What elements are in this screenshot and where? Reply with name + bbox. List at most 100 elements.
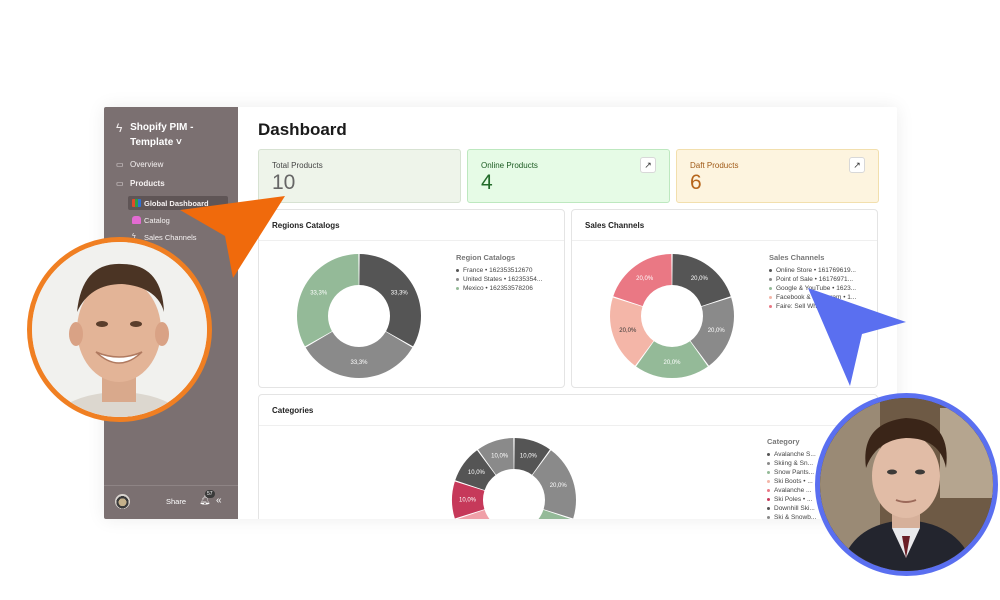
legend-item[interactable]: Skiing & Sn... [767,459,816,468]
donut-slice[interactable] [610,297,654,366]
person-portrait-left [32,242,207,417]
card-divider [572,240,877,241]
donut-slice[interactable] [455,509,495,519]
sidebar-item-catalog[interactable]: Catalog [128,213,228,227]
slice-label: 20,0% [619,328,637,334]
legend-dot [767,507,770,510]
sidebar-item-label: Global Dashboard [144,198,209,208]
slice-label: 20,0% [636,276,654,282]
slice-label: 20,0% [550,483,568,489]
share-button[interactable]: Share [166,497,187,506]
donut-slice[interactable] [452,481,485,519]
legend-item[interactable]: Downhill Ski... [767,504,816,513]
stat-value: 10 [272,171,296,194]
legend-item[interactable]: United States • 16235354... [456,275,542,284]
bolt-icon: ϟ [116,121,123,135]
main-content: Dashboard Total Products 10 Online Produ… [238,107,897,519]
legend-dot [767,471,770,474]
chevron-down-icon: ˅ [176,137,182,148]
slice-label: 10,0% [459,498,477,504]
legend-item[interactable]: Ski & Snowb... [767,513,816,519]
card-categories: Categories 10,0% 20,0% 10,0% 10,0% 10,0% 10,0… [258,394,878,519]
stat-card-online-products: Online Products 4 ↗ [467,149,670,203]
donut-slice[interactable] [455,450,496,491]
legend-title: Sales Channels [769,253,825,262]
legend-title: Category [767,437,800,446]
sidebar-item-overview[interactable]: ▭ Overview [104,160,238,169]
slice-label: 33,3% [310,290,328,296]
bolt-icon: ϟ [132,233,136,240]
legend-dot [769,296,772,299]
legend-dot [769,278,772,281]
stat-label: Online Products [481,161,538,170]
chart-icon [132,199,141,207]
donut-slice[interactable] [690,297,734,366]
legend-item[interactable]: Mexico • 162353578206 [456,284,542,293]
donut-slice[interactable] [359,254,421,347]
sidebar-item-sales-channels[interactable]: ϟ Sales Channels [128,230,228,244]
legend-dot [456,287,459,290]
legend-label: Google & YouTube • 1623... [776,285,857,292]
legend-label: Ski & Snowb... [774,514,817,519]
legend-item[interactable]: Ski Boots • ... [767,477,816,486]
legend-item[interactable]: Point of Sale • 16176971... [769,275,856,284]
donut-slice[interactable] [532,509,572,519]
legend-item[interactable]: Ski Poles • ... [767,495,816,504]
legend-dot [769,287,772,290]
workspace-switcher[interactable]: ϟ Shopify PIM - Template ˅ [116,120,234,150]
bell-icon[interactable]: 🔔︎ [199,495,211,505]
donut-slice[interactable] [305,331,413,378]
sidebar-item-label: Products [130,179,165,188]
stat-card-daft-products: Daft Products 6 ↗ [676,149,879,203]
bag-icon [132,216,141,224]
stat-value: 6 [690,171,702,194]
legend-item[interactable]: Snow Pants... [767,468,816,477]
donut-slice[interactable] [532,450,576,519]
legend-item[interactable]: France • 162353512670 [456,266,542,275]
legend-item[interactable]: Avalanche S... [767,450,816,459]
legend-dot [769,269,772,272]
donut-slice[interactable] [478,438,514,475]
arrow-up-right-icon[interactable]: ↗ [849,157,865,173]
donut-slice[interactable] [613,254,672,307]
legend-dot [767,516,770,519]
slice-label: 20,0% [708,328,726,334]
legend-dot [767,462,770,465]
donut-slice[interactable] [636,341,708,378]
card-divider [259,240,564,241]
sidebar-item-global-dashboard[interactable]: Global Dashboard [128,196,228,210]
donut-slice[interactable] [672,254,731,307]
legend-label: Skiing & Sn... [774,460,814,467]
legend-label: Ski Boots • ... [774,478,813,485]
donut-chart-regions: 33,3% 33,3% 33,3% [297,254,421,378]
workspace-name: Shopify PIM - Template [130,122,194,148]
donut-chart-categories: 10,0%20,0%10,0%10,0%10,0%10,0%10,0%10,0%… [452,438,576,519]
chevrons-left-icon[interactable]: « [216,495,222,506]
legend-label: Mexico • 162353578206 [463,285,533,292]
card-title: Regions Catalogs [272,221,340,230]
sidebar-footer: Share 🔔︎ 57 « [104,485,238,519]
sidebar-item-products[interactable]: ▭ Products [104,179,238,188]
sidebar-item-label: Overview [130,160,164,169]
folder-icon: ▭ [116,160,124,169]
slice-label: 10,0% [491,453,509,459]
slice-label: 10,0% [468,470,486,476]
legend-label: Avalanche S... [774,451,816,458]
legend-item[interactable]: Faire: Sell Wholesale • ... [769,302,856,311]
legend-dot [456,278,459,281]
stat-value: 4 [481,171,493,194]
donut-slice[interactable] [514,438,550,475]
legend-label: Downhill Ski... [774,505,815,512]
donut-slice[interactable] [297,254,359,347]
legend-item[interactable]: Online Store • 161769619... [769,266,856,275]
legend-item[interactable]: Google & YouTube • 1623... [769,284,856,293]
stat-card-total-products: Total Products 10 [258,149,461,203]
legend-label: France • 162353512670 [463,267,533,274]
legend-item[interactable]: Avalanche ... [767,486,816,495]
legend-dot [767,480,770,483]
arrow-up-right-icon[interactable]: ↗ [640,157,656,173]
legend-label: United States • 16235354... [463,276,543,283]
slice-label: 20,0% [691,276,709,282]
avatar[interactable] [115,494,130,509]
